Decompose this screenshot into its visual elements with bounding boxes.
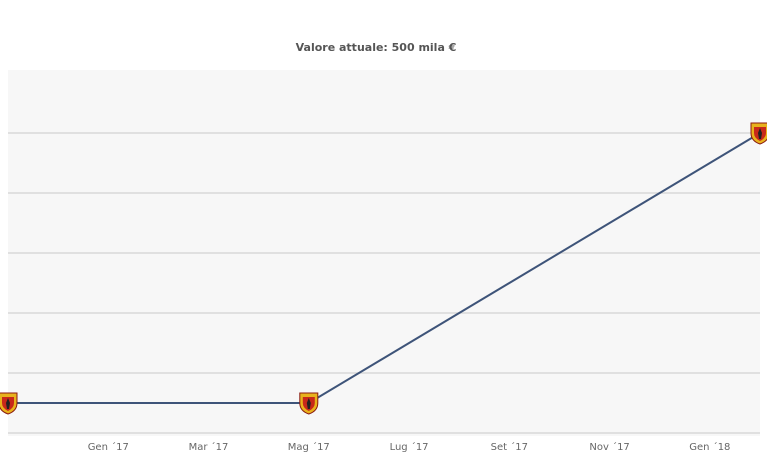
badge-figure xyxy=(6,398,10,409)
x-tick-label: Mar ´17 xyxy=(189,441,229,453)
x-tick-label: Nov ´17 xyxy=(589,441,629,453)
chart-title: Valore attuale: 500 mila € xyxy=(296,41,457,54)
club-badge-marker xyxy=(750,122,767,145)
club-badge-marker xyxy=(0,392,18,415)
badge-figure xyxy=(758,128,762,139)
x-tick-label: Mag ´17 xyxy=(288,441,330,453)
x-tick-label: Lug ´17 xyxy=(390,441,429,453)
badge-figure xyxy=(306,398,311,409)
x-tick-label: Gen ´17 xyxy=(88,441,129,453)
club-badge-marker xyxy=(299,392,319,415)
x-tick-label: Gen ´18 xyxy=(689,441,730,453)
x-tick-label: Set ´17 xyxy=(491,441,528,453)
